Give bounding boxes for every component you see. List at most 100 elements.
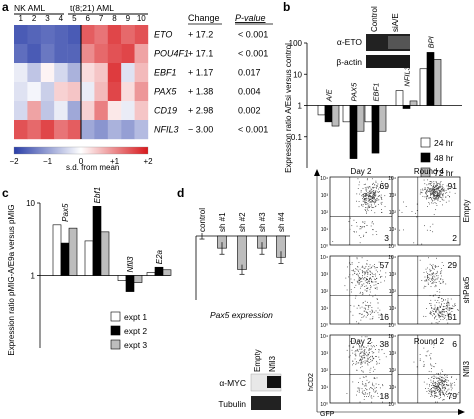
heatmap-cell xyxy=(27,25,41,45)
flow-event xyxy=(372,197,373,199)
flow-title: Day 2 xyxy=(351,167,372,176)
flow-event xyxy=(438,197,439,199)
legend-label: expt 1 xyxy=(124,312,147,322)
flow-event xyxy=(443,188,445,190)
flow-event xyxy=(371,384,373,386)
flow-event xyxy=(372,358,374,360)
heatmap-cell xyxy=(67,25,82,45)
flow-event xyxy=(438,297,440,299)
flow-event xyxy=(360,352,361,354)
flow-event xyxy=(361,357,363,359)
flow-event xyxy=(371,222,373,224)
flow-event xyxy=(430,392,432,394)
flow-event xyxy=(356,349,358,351)
flow-event xyxy=(373,395,375,397)
flow-event xyxy=(447,305,449,307)
flow-event xyxy=(366,260,368,262)
category-label: E2a xyxy=(155,249,164,264)
flow-event xyxy=(370,387,372,389)
flow-event xyxy=(433,385,435,386)
flow-event xyxy=(366,279,368,280)
flow-event xyxy=(430,396,432,397)
flow-event xyxy=(433,366,435,368)
flow-event xyxy=(419,360,421,361)
flow-event xyxy=(361,366,363,367)
flow-event xyxy=(367,192,369,194)
flow-event xyxy=(375,349,376,350)
flow-event xyxy=(369,278,370,280)
flow-event xyxy=(356,258,358,260)
flow-event xyxy=(382,401,383,403)
flow-event xyxy=(443,394,445,396)
flow-event xyxy=(446,319,448,321)
flow-event xyxy=(426,280,428,282)
flow-event xyxy=(442,381,444,383)
flow-event xyxy=(431,395,433,397)
flow-event xyxy=(436,194,438,196)
flow-event xyxy=(447,301,449,303)
colorbar-tick: +1 xyxy=(110,157,120,166)
flow-event xyxy=(376,187,377,189)
y-tick-label: 1 xyxy=(298,102,303,111)
flow-event xyxy=(446,308,448,310)
flow-event xyxy=(442,309,444,311)
heatmap-cell xyxy=(54,25,68,45)
flow-event xyxy=(370,312,372,314)
flow-event xyxy=(442,371,444,372)
flow-event xyxy=(441,382,443,384)
flow-event xyxy=(375,231,377,232)
bar xyxy=(125,275,135,292)
flow-event xyxy=(428,202,430,203)
flow-event xyxy=(433,281,434,283)
flow-event xyxy=(442,387,444,389)
flow-event xyxy=(366,336,368,338)
flow-event xyxy=(441,311,443,313)
flow-event xyxy=(443,310,445,312)
flow-event xyxy=(421,192,423,194)
flow-event xyxy=(372,183,373,185)
flow-event xyxy=(437,277,439,279)
flow-event xyxy=(372,229,373,231)
flow-event xyxy=(447,384,449,386)
flow-event xyxy=(373,196,374,198)
flow-event xyxy=(441,386,443,388)
flow-event xyxy=(428,390,430,391)
flow-event xyxy=(370,314,371,315)
flow-event xyxy=(433,393,435,395)
flow-event xyxy=(429,191,430,193)
flow-event xyxy=(430,281,432,282)
y-tick-label: 10 xyxy=(26,199,35,208)
flow-event xyxy=(447,300,449,302)
flow-event xyxy=(374,190,376,192)
flow-event xyxy=(440,186,442,188)
flow-event xyxy=(436,386,438,387)
flow-event xyxy=(439,377,441,379)
flow-event xyxy=(439,291,441,293)
flow-event xyxy=(381,201,383,203)
flow-event xyxy=(441,380,443,381)
flow-event xyxy=(442,380,444,382)
flow-event xyxy=(364,272,366,274)
flow-event xyxy=(370,345,372,347)
flow-event xyxy=(376,199,378,201)
flow-event xyxy=(434,308,436,310)
flow-event xyxy=(434,188,436,190)
flow-event xyxy=(367,382,369,384)
flow-event xyxy=(424,183,426,185)
flow-event xyxy=(447,189,449,190)
category-label: NFIL3 xyxy=(403,65,412,86)
flow-event xyxy=(436,291,438,292)
flow-event xyxy=(425,191,427,193)
heatmap-cell xyxy=(27,120,41,140)
flow-event xyxy=(372,318,374,319)
flow-event xyxy=(433,378,434,379)
flow-event xyxy=(349,355,351,357)
flow-event xyxy=(376,197,378,199)
flow-event xyxy=(361,313,363,315)
flow-event xyxy=(436,373,438,374)
flow-event xyxy=(447,322,449,324)
flow-event xyxy=(432,275,434,277)
heatmap-cell xyxy=(121,120,135,140)
legend-label: 48 hr xyxy=(434,153,454,163)
flow-event xyxy=(449,309,450,311)
